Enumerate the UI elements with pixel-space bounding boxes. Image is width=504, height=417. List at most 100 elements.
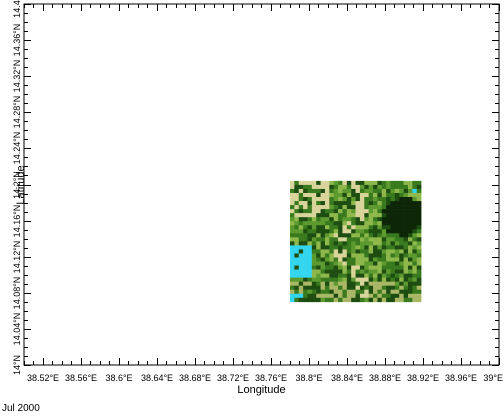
raster-cell <box>307 282 312 286</box>
raster-cell <box>382 262 387 266</box>
raster-cell <box>290 278 295 282</box>
raster-cell <box>369 282 374 286</box>
raster-cell <box>294 197 299 201</box>
raster-cell <box>408 266 413 270</box>
raster-cell <box>417 270 422 274</box>
x-tick-label: 38.76°E <box>255 373 287 383</box>
raster-cell <box>303 270 308 274</box>
raster-cell <box>404 241 409 245</box>
raster-cell <box>316 290 321 294</box>
raster-cell <box>290 201 295 205</box>
raster-cell <box>373 270 378 274</box>
raster-cell <box>321 201 326 205</box>
raster-cell <box>329 185 334 189</box>
raster-cell <box>351 229 356 233</box>
raster-cell <box>316 205 321 209</box>
raster-cell <box>408 282 413 286</box>
raster-cell <box>316 245 321 249</box>
raster-cell <box>329 201 334 205</box>
raster-cell <box>391 241 396 245</box>
raster-cell <box>312 241 317 245</box>
raster-cell <box>321 241 326 245</box>
raster-cell <box>373 217 378 221</box>
raster-cell <box>307 185 312 189</box>
raster-cell <box>360 213 365 217</box>
raster-cell <box>377 229 382 233</box>
raster-cell <box>391 245 396 249</box>
raster-cell <box>290 217 295 221</box>
raster-cell <box>307 229 312 233</box>
raster-cell <box>303 290 308 294</box>
raster-cell <box>329 221 334 225</box>
raster-cell <box>382 270 387 274</box>
raster-cell <box>412 278 417 282</box>
raster-cell <box>307 270 312 274</box>
raster-cell <box>360 262 365 266</box>
raster-cell <box>325 245 330 249</box>
raster-cell <box>412 213 417 217</box>
raster-cell <box>364 245 369 249</box>
raster-cell <box>325 270 330 274</box>
raster-cell <box>369 249 374 253</box>
raster-cell <box>373 181 378 185</box>
raster-cell <box>417 290 422 294</box>
raster-cell <box>342 294 347 298</box>
raster-cell <box>386 298 391 302</box>
raster-cell <box>404 221 409 225</box>
raster-cell <box>364 249 369 253</box>
x-tick-label: 39°E <box>483 373 503 383</box>
raster-cell <box>334 209 339 213</box>
raster-cell <box>377 282 382 286</box>
raster-cell <box>325 294 330 298</box>
raster-cell <box>369 221 374 225</box>
raster-cell <box>321 257 326 261</box>
raster-cell <box>412 266 417 270</box>
raster-cell <box>334 189 339 193</box>
raster-cell <box>408 286 413 290</box>
raster-cell <box>307 278 312 282</box>
raster-cell <box>351 245 356 249</box>
raster-cell <box>408 205 413 209</box>
raster-cell <box>342 266 347 270</box>
raster-cell <box>386 237 391 241</box>
raster-cell <box>303 253 308 257</box>
raster-cell <box>290 257 295 261</box>
raster-cell <box>369 233 374 237</box>
raster-cell <box>356 294 361 298</box>
raster-cell <box>334 201 339 205</box>
raster-cell <box>329 245 334 249</box>
raster-cell <box>334 278 339 282</box>
raster-cell <box>312 193 317 197</box>
raster-cell <box>417 282 422 286</box>
raster-cell <box>329 298 334 302</box>
raster-cell <box>377 217 382 221</box>
raster-cell <box>395 205 400 209</box>
raster-cell <box>329 266 334 270</box>
raster-cell <box>369 201 374 205</box>
raster-cell <box>338 286 343 290</box>
raster-cell <box>412 197 417 201</box>
raster-cell <box>386 201 391 205</box>
raster-cell <box>316 298 321 302</box>
raster-cell <box>338 266 343 270</box>
raster-cell <box>386 266 391 270</box>
raster-cell <box>399 290 404 294</box>
raster-cell <box>325 209 330 213</box>
raster-cell <box>338 262 343 266</box>
raster-cell <box>347 262 352 266</box>
raster-cell <box>325 290 330 294</box>
raster-cell <box>395 237 400 241</box>
raster-cell <box>307 193 312 197</box>
raster-cell <box>417 278 422 282</box>
raster-cell <box>369 290 374 294</box>
raster-cell <box>321 262 326 266</box>
raster-cell <box>325 205 330 209</box>
raster-cell <box>351 270 356 274</box>
raster-cell <box>351 286 356 290</box>
raster-cell <box>399 201 404 205</box>
raster-cell <box>408 181 413 185</box>
raster-cell <box>290 225 295 229</box>
raster-cell <box>364 253 369 257</box>
raster-cell <box>294 229 299 233</box>
raster-cell <box>303 245 308 249</box>
